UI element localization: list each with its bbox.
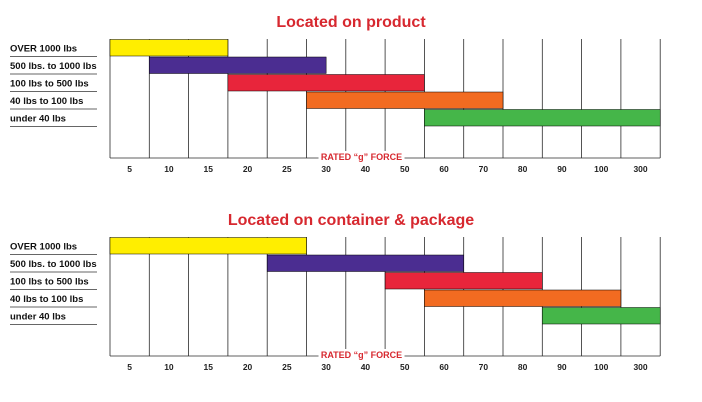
category-label: under 40 lbs <box>10 312 66 323</box>
x-tick-label: 25 <box>282 164 292 174</box>
category-label: under 40 lbs <box>10 114 66 125</box>
chart-title: Located on container & package <box>228 212 474 229</box>
range-bar <box>227 74 425 92</box>
x-axis-label: RATED “g” FORCE <box>321 350 402 360</box>
chart-title: Located on product <box>276 14 426 31</box>
x-tick-label: 50 <box>400 164 410 174</box>
x-tick-label: 80 <box>518 164 528 174</box>
range-bar <box>306 91 504 109</box>
range-bar <box>542 307 661 325</box>
x-tick-label: 30 <box>321 164 331 174</box>
range-bar <box>266 254 464 272</box>
x-tick-label: 5 <box>127 362 132 372</box>
range-bar <box>109 39 229 57</box>
x-tick-label: 40 <box>361 164 371 174</box>
x-tick-label: 90 <box>557 164 567 174</box>
x-tick-label: 15 <box>204 164 214 174</box>
range-bar <box>149 56 327 74</box>
x-tick-label: 10 <box>164 164 174 174</box>
x-tick-label: 40 <box>361 362 371 372</box>
x-tick-label: 20 <box>243 362 253 372</box>
x-tick-label: 100 <box>594 362 608 372</box>
category-label: 100 lbs to 500 lbs <box>10 79 89 90</box>
category-label: OVER 1000 lbs <box>10 44 77 55</box>
x-tick-label: 50 <box>400 362 410 372</box>
range-bar <box>424 289 622 307</box>
x-tick-label: 70 <box>479 362 489 372</box>
x-tick-label: 30 <box>321 362 331 372</box>
x-tick-label: 20 <box>243 164 253 174</box>
category-label: 500 lbs. to 1000 lbs <box>10 61 97 72</box>
x-tick-label: 300 <box>633 362 647 372</box>
x-tick-label: 100 <box>594 164 608 174</box>
category-label: OVER 1000 lbs <box>10 242 77 253</box>
x-tick-label: 90 <box>557 362 567 372</box>
range-bar <box>109 237 307 255</box>
chart-2: Located on container & package OVER 1000 … <box>10 212 661 372</box>
x-tick-label: 15 <box>204 362 214 372</box>
range-bar <box>424 109 661 127</box>
x-axis-label-bg <box>318 349 405 361</box>
x-tick-label: 10 <box>164 362 174 372</box>
category-label: 500 lbs. to 1000 lbs <box>10 259 97 270</box>
x-axis-label-bg <box>318 151 405 163</box>
x-tick-label: 80 <box>518 362 528 372</box>
x-tick-label: 25 <box>282 362 292 372</box>
x-tick-label: 60 <box>439 362 449 372</box>
x-axis-label: RATED “g” FORCE <box>321 152 402 162</box>
x-tick-label: 60 <box>439 164 449 174</box>
category-label: 40 lbs to 100 lbs <box>10 96 83 107</box>
x-tick-label: 70 <box>479 164 489 174</box>
range-bar <box>384 272 543 290</box>
category-label: 100 lbs to 500 lbs <box>10 277 89 288</box>
chart-1: Located on product OVER 1000 lbs 500 lbs. … <box>10 14 661 174</box>
category-label: 40 lbs to 100 lbs <box>10 294 83 305</box>
x-tick-label: 5 <box>127 164 132 174</box>
x-tick-label: 300 <box>633 164 647 174</box>
